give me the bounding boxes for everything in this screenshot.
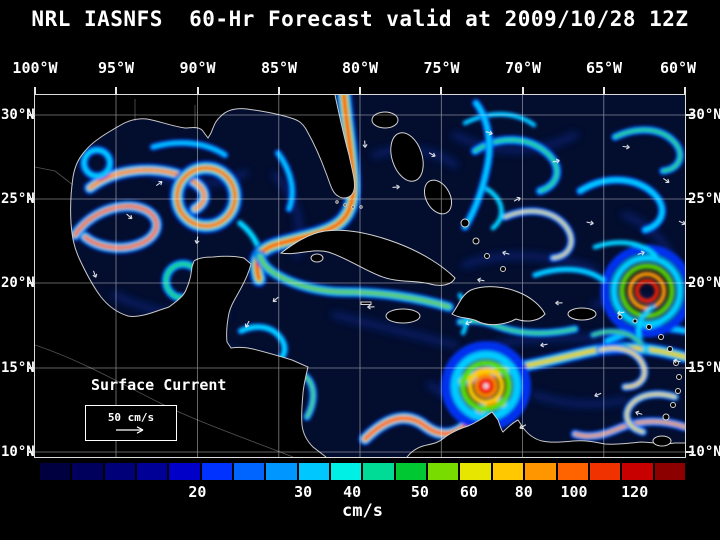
colorbar-tick-label: 100 bbox=[560, 483, 588, 501]
axis-tick bbox=[440, 87, 443, 95]
colorbar-tick-label: 50 bbox=[410, 483, 429, 501]
colorbar bbox=[40, 463, 685, 480]
surface-current-label: Surface Current bbox=[91, 376, 227, 394]
colorbar-segment bbox=[234, 463, 265, 480]
lon-label: 85°W bbox=[260, 59, 298, 77]
colorbar-segment bbox=[622, 463, 653, 480]
axis-tick bbox=[27, 198, 35, 200]
colorbar-tick-label: 20 bbox=[188, 483, 207, 501]
axis-tick bbox=[277, 87, 280, 95]
colorbar-segment bbox=[525, 463, 556, 480]
ocean-currents-field bbox=[75, 95, 685, 439]
grid-lines bbox=[35, 95, 685, 457]
colorbar-segment bbox=[72, 463, 103, 480]
lat-label: 25°N bbox=[688, 191, 720, 207]
colorbar-segment bbox=[395, 463, 427, 480]
colorbar-segment bbox=[428, 463, 459, 480]
lat-label: 30°N bbox=[1, 107, 35, 123]
colorbar-unit: cm/s bbox=[342, 501, 383, 521]
lat-label: 10°N bbox=[688, 444, 720, 460]
axis-tick bbox=[686, 282, 694, 284]
lon-label: 70°W bbox=[504, 59, 542, 77]
colorbar-segment bbox=[104, 463, 136, 480]
scale-arrow-icon bbox=[116, 426, 144, 434]
colorbar-segment bbox=[557, 463, 588, 480]
colorbar-segment bbox=[460, 463, 491, 480]
colorbar-segment bbox=[298, 463, 330, 480]
colorbar-segment bbox=[363, 463, 394, 480]
colorbar-segment bbox=[40, 463, 71, 480]
axis-tick bbox=[686, 367, 694, 369]
scale-value-label: 50 cm/s bbox=[107, 411, 155, 424]
axis-tick bbox=[602, 87, 605, 95]
axis-tick bbox=[359, 87, 361, 95]
axis-tick bbox=[27, 367, 35, 369]
islands bbox=[279, 111, 682, 447]
caribbean-gyre-eddy bbox=[441, 341, 531, 431]
lat-label: 15°N bbox=[1, 360, 35, 376]
colorbar-segment bbox=[654, 463, 685, 480]
axis-tick bbox=[27, 282, 35, 284]
colorbar-labels: 20 30 40 50 60 80 100 120 bbox=[40, 483, 685, 501]
lat-label: 30°N bbox=[688, 107, 720, 123]
inland-borders bbox=[35, 99, 294, 457]
axis-tick bbox=[686, 114, 694, 116]
coastlines bbox=[70, 95, 685, 457]
current-scale-box: 50 cm/s bbox=[85, 405, 177, 441]
lon-label: 90°W bbox=[179, 59, 216, 77]
axis-tick bbox=[684, 87, 686, 95]
lon-label: 95°W bbox=[97, 59, 135, 77]
axis-tick bbox=[686, 451, 694, 453]
axis-tick bbox=[27, 114, 35, 116]
axis-tick bbox=[27, 451, 35, 453]
lat-label: 20°N bbox=[1, 275, 35, 291]
map-frame: Surface Current 50 cm/s bbox=[34, 94, 686, 458]
page-title: NRL IASNFS 60-Hr Forecast valid at 2009/… bbox=[31, 7, 689, 31]
lat-label: 10°N bbox=[1, 444, 35, 460]
colorbar-tick-label: 60 bbox=[459, 483, 478, 501]
colorbar-segment bbox=[492, 463, 524, 480]
axis-tick bbox=[34, 87, 36, 95]
colorbar-segment bbox=[137, 463, 168, 480]
lon-label: 60°W bbox=[659, 59, 697, 77]
forecast-map bbox=[35, 95, 685, 457]
colorbar-segment bbox=[266, 463, 297, 480]
colorbar-tick-label: 30 bbox=[294, 483, 313, 501]
lat-label: 20°N bbox=[688, 275, 720, 291]
colorbar-segment bbox=[169, 463, 200, 480]
lon-label: 75°W bbox=[423, 59, 460, 77]
lon-label: 100°W bbox=[12, 59, 58, 77]
lon-label: 80°W bbox=[341, 59, 379, 77]
colorbar-tick-label: 40 bbox=[343, 483, 362, 501]
colorbar-segment bbox=[331, 463, 362, 480]
colorbar-tick-label: 80 bbox=[514, 483, 533, 501]
colorbar-segment bbox=[201, 463, 233, 480]
loop-current-eddy bbox=[169, 160, 243, 234]
lon-label: 65°W bbox=[585, 59, 623, 77]
axis-tick bbox=[196, 87, 199, 95]
colorbar-segment bbox=[589, 463, 621, 480]
colorbar-tick-label: 120 bbox=[621, 483, 649, 501]
axis-tick bbox=[686, 198, 694, 200]
lat-label: 15°N bbox=[688, 360, 720, 376]
axis-tick bbox=[521, 87, 524, 95]
land-masses bbox=[35, 95, 685, 457]
lat-label: 25°N bbox=[1, 191, 35, 207]
axis-tick bbox=[115, 87, 117, 95]
